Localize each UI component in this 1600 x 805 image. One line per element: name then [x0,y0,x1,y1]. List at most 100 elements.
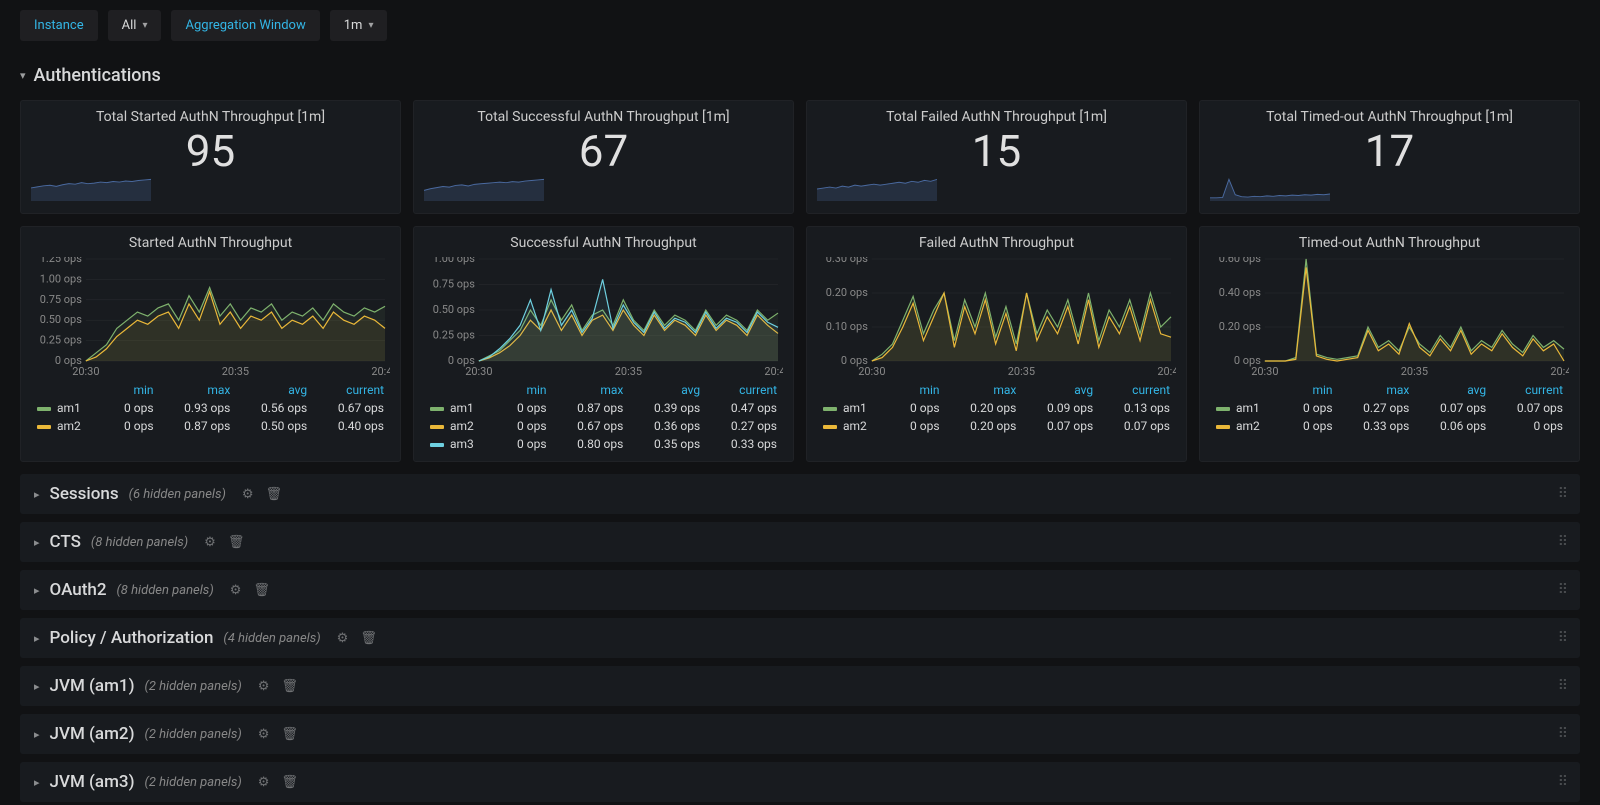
gear-icon[interactable]: ⚙ [258,679,270,694]
svg-text:1.00 ops: 1.00 ops [433,257,475,265]
stat-panel[interactable]: Total Successful AuthN Throughput [1m] 67 [413,100,794,214]
legend-swatch [1216,425,1230,429]
legend-row[interactable]: am10 ops0.27 ops0.07 ops0.07 ops [1210,399,1569,417]
svg-text:0.25 ops: 0.25 ops [433,328,475,341]
row-header-authentications[interactable]: ▾ Authentications [10,59,1590,92]
trash-icon[interactable]: 🗑 [281,727,298,742]
instance-label: Instance [20,10,98,41]
chevron-right-icon[interactable]: ▸ [34,536,40,549]
sparkline [1210,177,1330,201]
legend-row[interactable]: am20 ops0.67 ops0.36 ops0.27 ops [424,417,783,435]
legend-row[interactable]: am30 ops0.80 ops0.35 ops0.33 ops [424,435,783,453]
chevron-right-icon[interactable]: ▸ [34,584,40,597]
svg-text:20:30: 20:30 [1251,365,1278,377]
svg-text:0.10 ops: 0.10 ops [826,320,868,333]
svg-text:20:35: 20:35 [1401,365,1428,377]
svg-text:0.20 ops: 0.20 ops [1219,320,1261,333]
chevron-right-icon[interactable]: ▸ [34,632,40,645]
svg-text:20:40: 20:40 [764,365,783,377]
collapsed-row[interactable]: ▸CTS(8 hidden panels)⚙🗑⠿ [20,522,1580,562]
row-title: Sessions [50,484,119,504]
collapsed-row[interactable]: ▸JVM (am3)(2 hidden panels)⚙🗑⠿ [20,762,1580,802]
panel-title: Total Failed AuthN Throughput [1m] [817,109,1176,125]
stat-value: 15 [817,129,1176,173]
trash-icon[interactable]: 🗑 [281,775,298,790]
legend-row[interactable]: am10 ops0.87 ops0.39 ops0.47 ops [424,399,783,417]
stat-panel[interactable]: Total Timed-out AuthN Throughput [1m]17 [1199,100,1580,214]
timeseries-panel[interactable]: Failed AuthN Throughput0 ops0.10 ops0.20… [806,226,1187,462]
chevron-right-icon[interactable]: ▸ [34,728,40,741]
gear-icon[interactable]: ⚙ [337,631,349,646]
legend-swatch [823,407,837,411]
row-hint: (2 hidden panels) [145,679,242,694]
trash-icon[interactable]: 🗑 [281,679,298,694]
legend-swatch [37,425,51,429]
chevron-down-icon[interactable]: ▾ [20,69,26,82]
row-title: Authentications [34,65,161,86]
svg-text:0.60 ops: 0.60 ops [1219,257,1261,265]
row-hint: (2 hidden panels) [145,727,242,742]
panel-title: Successful AuthN Throughput [424,235,783,251]
gear-icon[interactable]: ⚙ [242,487,254,502]
legend-table: minmaxavgcurrentam10 ops0.20 ops0.09 ops… [817,381,1176,435]
drag-handle-icon[interactable]: ⠿ [1558,678,1570,694]
timeseries-panel[interactable]: Timed-out AuthN Throughput0 ops0.20 ops0… [1199,226,1580,462]
trash-icon[interactable]: 🗑 [228,535,245,550]
svg-text:20:35: 20:35 [222,365,249,377]
stat-panel[interactable]: Total Started AuthN Throughput [1m]95 [20,100,401,214]
sparkline [31,177,151,201]
collapsed-row[interactable]: ▸ Sessions (6 hidden panels) ⚙ 🗑 ⠿ [20,474,1580,514]
stat-panel[interactable]: Total Failed AuthN Throughput [1m] 15 [806,100,1187,214]
legend-row[interactable]: am20 ops0.87 ops0.50 ops0.40 ops [31,417,390,435]
legend-swatch [430,407,444,411]
aggwin-select[interactable]: 1m [330,10,388,41]
chevron-right-icon[interactable]: ▸ [34,776,40,789]
drag-handle-icon[interactable]: ⠿ [1558,774,1570,790]
instance-select[interactable]: All [108,10,162,41]
collapsed-row[interactable]: ▸OAuth2(8 hidden panels)⚙🗑⠿ [20,570,1580,610]
collapsed-row[interactable]: ▸JVM (am1)(2 hidden panels)⚙🗑⠿ [20,666,1580,706]
chevron-right-icon[interactable]: ▸ [34,680,40,693]
trash-icon[interactable]: 🗑 [253,583,270,598]
drag-handle-icon[interactable]: ⠿ [1558,630,1570,646]
gear-icon[interactable]: ⚙ [258,775,270,790]
drag-handle-icon[interactable]: ⠿ [1558,486,1570,502]
panel-title: Timed-out AuthN Throughput [1210,235,1569,251]
legend-row[interactable]: am20 ops0.20 ops0.07 ops0.07 ops [817,417,1176,435]
svg-text:20:30: 20:30 [72,365,99,377]
panel-title: Total Successful AuthN Throughput [1m] [424,109,783,125]
timeseries-panel[interactable]: Successful AuthN Throughput0 ops0.25 ops… [413,226,794,462]
svg-text:0.75 ops: 0.75 ops [433,277,475,290]
drag-handle-icon[interactable]: ⠿ [1558,726,1570,742]
gear-icon[interactable]: ⚙ [204,535,216,550]
panel-title: Failed AuthN Throughput [817,235,1176,251]
svg-text:0.25 ops: 0.25 ops [40,334,82,347]
legend-row[interactable]: am20 ops0.33 ops0.06 ops0 ops [1210,417,1569,435]
row-hint: (6 hidden panels) [129,487,226,502]
chart-panel-row: Started AuthN Throughput0 ops0.25 ops0.5… [10,226,1590,462]
svg-text:20:30: 20:30 [465,365,492,377]
legend-swatch [823,425,837,429]
svg-text:0.75 ops: 0.75 ops [40,293,82,306]
drag-handle-icon[interactable]: ⠿ [1558,582,1570,598]
collapsed-rows-container: ▸Sessions(6 hidden panels)⚙🗑⠿▸CTS(8 hidd… [10,474,1590,802]
gear-icon[interactable]: ⚙ [258,727,270,742]
collapsed-row[interactable]: ▸JVM (am2)(2 hidden panels)⚙🗑⠿ [20,714,1580,754]
trash-icon[interactable]: 🗑 [360,631,377,646]
legend-row[interactable]: am10 ops0.93 ops0.56 ops0.67 ops [31,399,390,417]
gear-icon[interactable]: ⚙ [230,583,242,598]
legend-row[interactable]: am10 ops0.20 ops0.09 ops0.13 ops [817,399,1176,417]
drag-handle-icon[interactable]: ⠿ [1558,534,1570,550]
row-title: CTS [50,532,81,552]
svg-text:1.25 ops: 1.25 ops [40,257,82,265]
chevron-right-icon[interactable]: ▸ [34,488,40,501]
svg-text:0.40 ops: 0.40 ops [1219,286,1261,299]
svg-text:20:40: 20:40 [1157,365,1176,377]
trash-icon[interactable]: 🗑 [266,487,283,502]
row-title: JVM (am3) [50,772,135,792]
panel-title: Total Timed-out AuthN Throughput [1m] [1210,109,1569,125]
row-hint: (4 hidden panels) [223,631,320,646]
collapsed-row[interactable]: ▸Policy / Authorization(4 hidden panels)… [20,618,1580,658]
timeseries-panel[interactable]: Started AuthN Throughput0 ops0.25 ops0.5… [20,226,401,462]
stat-value: 67 [424,129,783,173]
